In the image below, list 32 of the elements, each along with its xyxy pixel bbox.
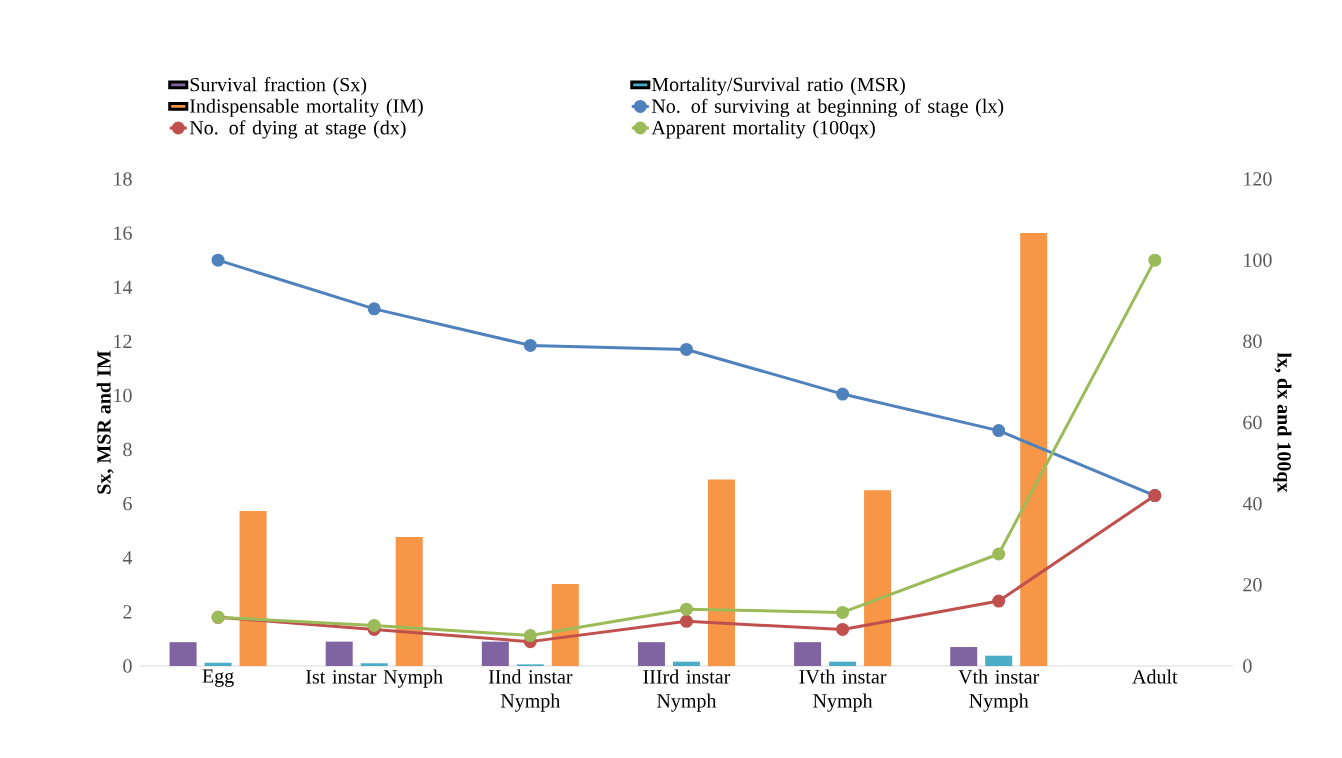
x-tick-label: Adult (1132, 669, 1178, 684)
y2-tick-label: 60 (1243, 415, 1262, 430)
y-tick-label: 8 (123, 442, 132, 457)
legend-label: Indispensable mortality (IM) (190, 98, 423, 117)
y-tick-label: 2 (123, 605, 132, 619)
y2-axis-title: lx, dx and 100qx (1273, 352, 1292, 493)
y-tick-label: 16 (114, 226, 132, 240)
y-tick-label: 14 (114, 280, 133, 294)
y-tick-label: 18 (114, 172, 132, 186)
legend-label: Mortality/Survival ratio (MSR) (651, 77, 905, 96)
y-tick-label: 10 (114, 388, 132, 403)
legend-label: Survival fraction (Sx) (190, 77, 367, 96)
y2-tick-label: 80 (1243, 334, 1262, 349)
y2-tick-label: 120 (1244, 172, 1272, 186)
x-tick-label: IVth instar Nymph (799, 669, 887, 712)
y-tick-label: 6 (123, 496, 132, 511)
y2-tick-label: 0 (1243, 659, 1252, 673)
x-tick-label: IIIrd instar Nymph (643, 669, 731, 712)
y2-tick-label: 100 (1244, 253, 1272, 267)
y-axis-title: Sx, MSR and IM (96, 350, 114, 494)
x-tick-label: Ist instar Nymph (306, 669, 443, 688)
y2-tick-label: 40 (1242, 496, 1262, 511)
y2-tick-label: 20 (1243, 578, 1262, 592)
y-tick-label: 0 (123, 659, 132, 673)
legend-label: No. of surviving at beginning of stage (lx) (651, 98, 1004, 118)
legend-label: No. of dying at stage (dx) (189, 120, 406, 139)
y-tick-label: 4 (122, 551, 133, 565)
y-tick-label: 12 (114, 334, 132, 348)
x-tick-label: Egg (202, 669, 234, 687)
legend-label: Apparent mortality (100qx) (651, 120, 875, 139)
x-tick-label: Vth instar Nymph (958, 669, 1040, 712)
x-tick-label: IInd instar Nymph (488, 669, 573, 712)
